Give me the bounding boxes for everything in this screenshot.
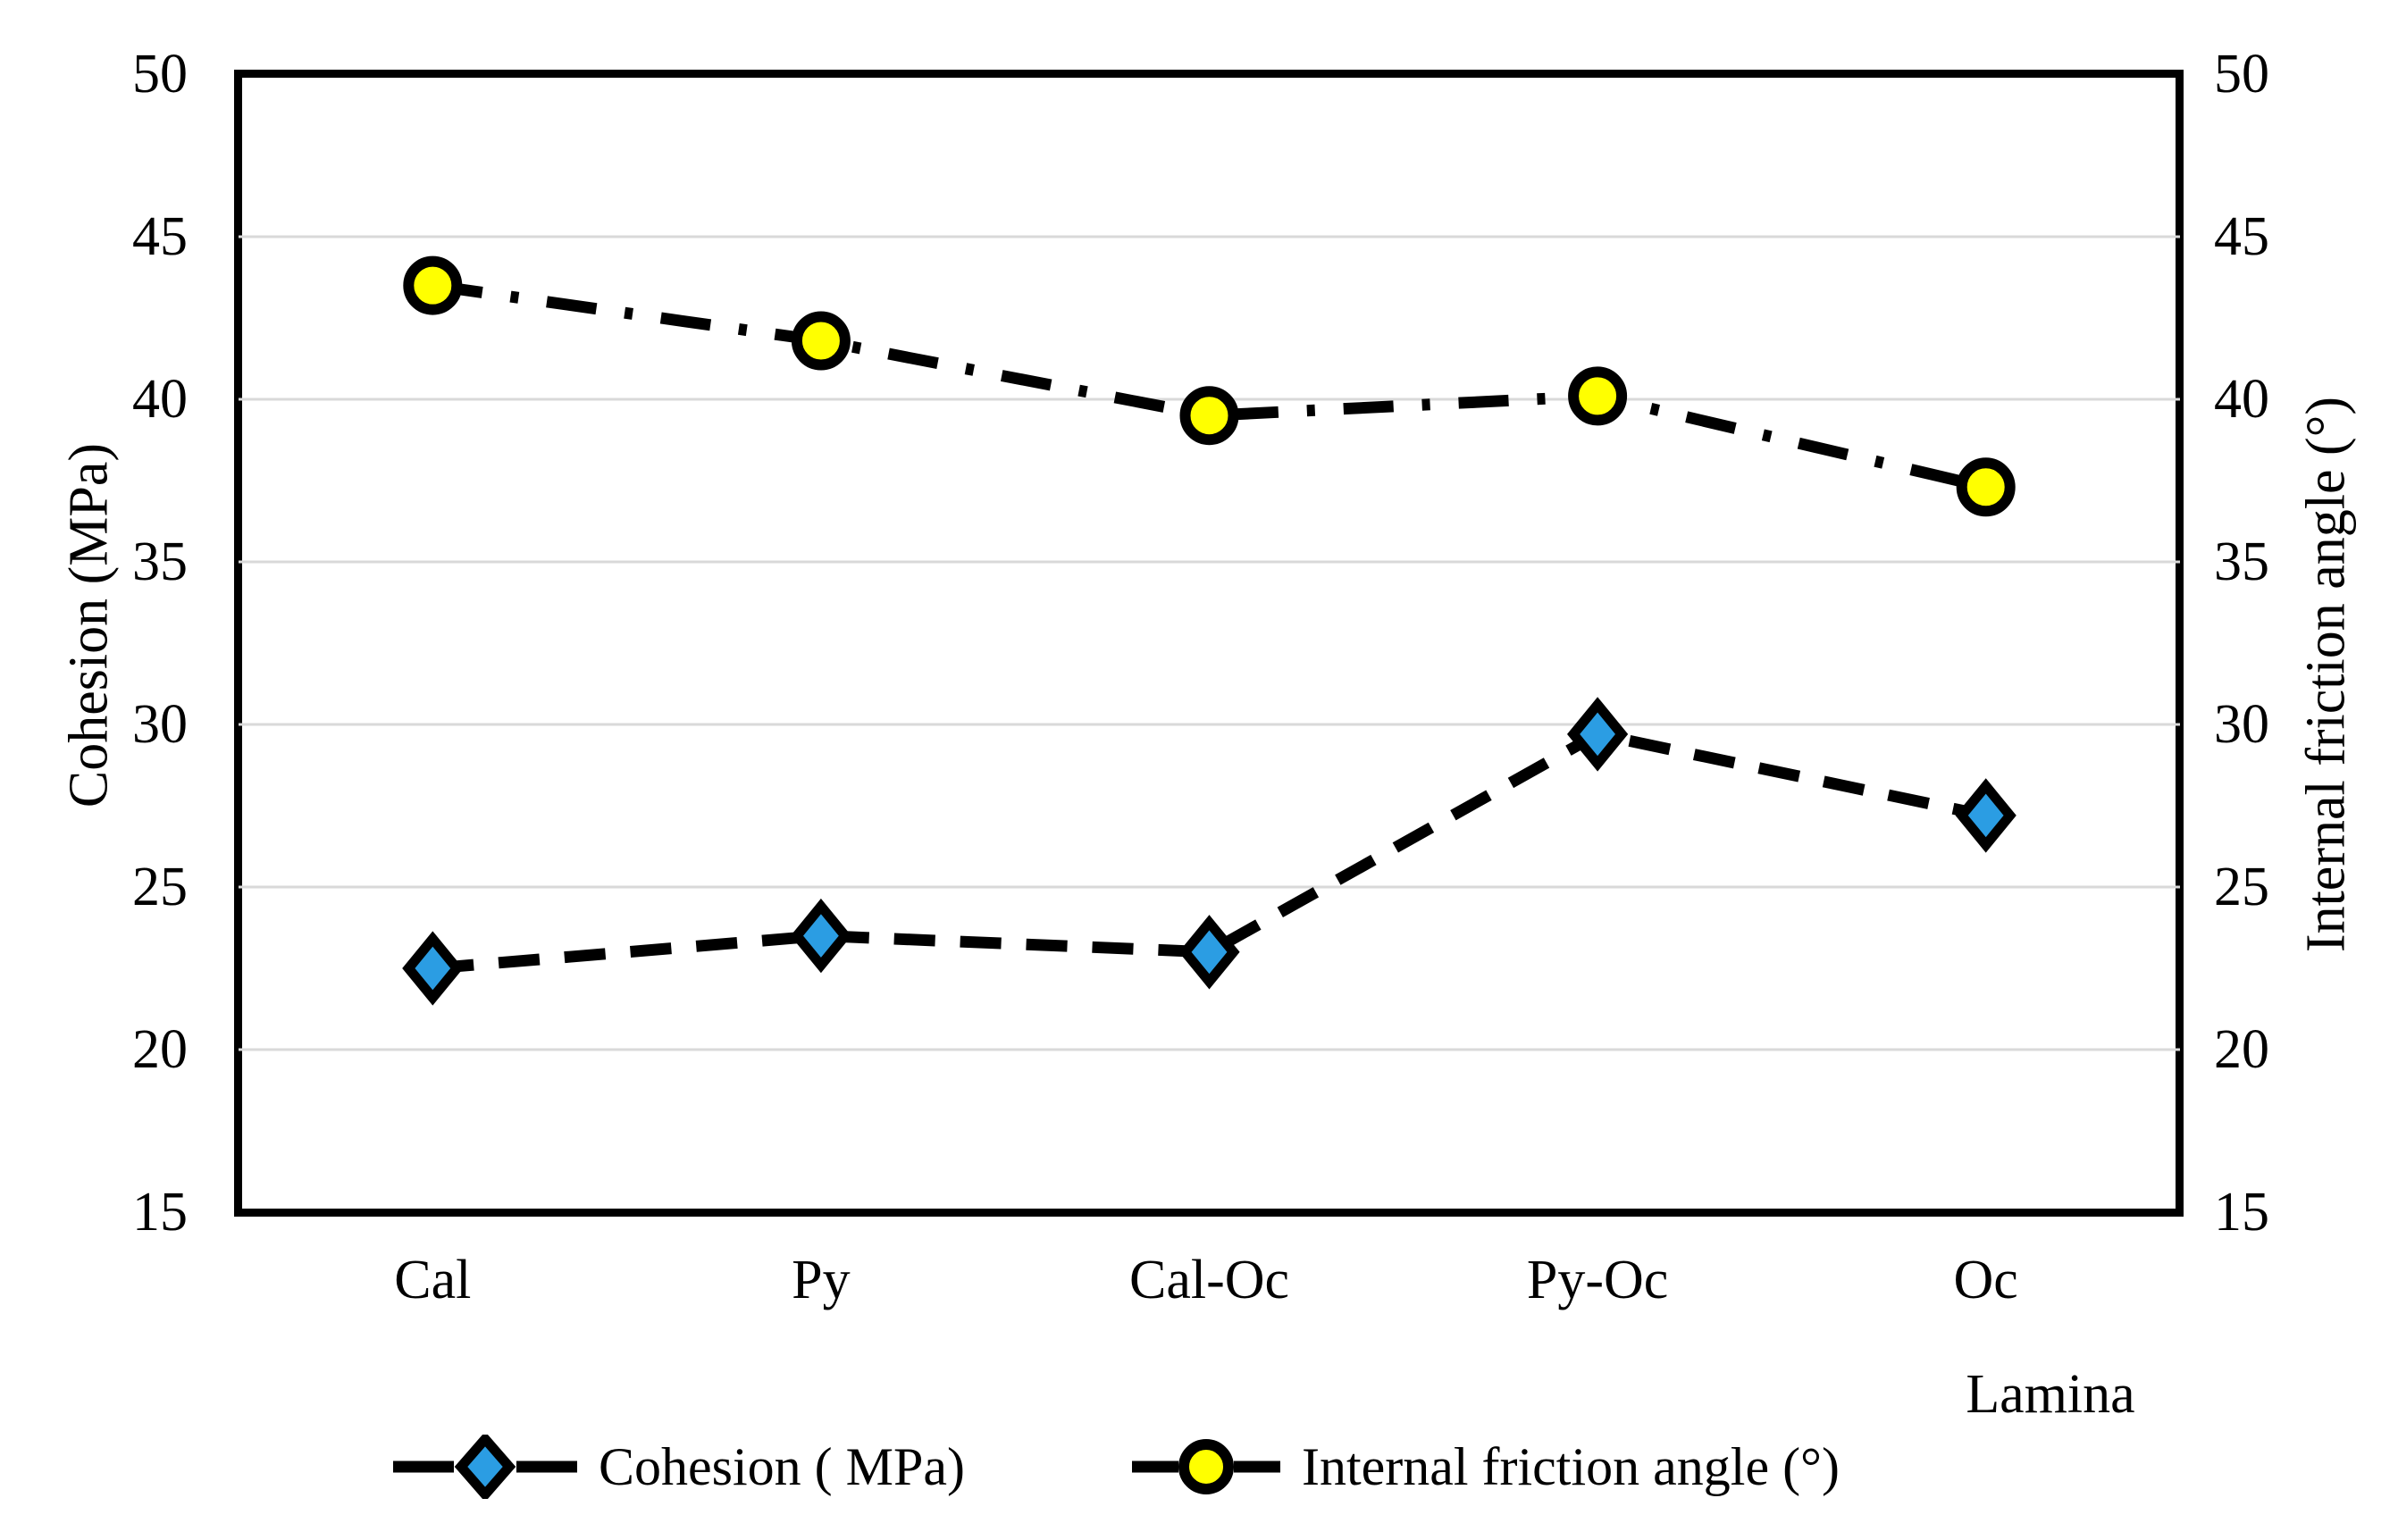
axis-tick-label: 50	[2214, 44, 2269, 105]
axis-tick-label: 25	[132, 857, 188, 917]
axis-tick-label: 15	[132, 1182, 188, 1243]
right-axis-title: Internal friction angle (°)	[2295, 396, 2357, 953]
friction-marker-Oc	[1956, 457, 2016, 517]
axis-tick-label: 45	[2214, 206, 2269, 267]
cohesion-line	[432, 728, 1988, 975]
axis-tick-label: 45	[132, 206, 188, 267]
friction-legend-marker-icon	[1131, 1439, 1280, 1494]
axis-tick-label: 35	[132, 531, 188, 592]
friction-marker-Py-Oc	[1568, 366, 1628, 426]
axis-tick-label: 50	[132, 44, 188, 105]
left-axis-title: Cohesion (MPa)	[58, 442, 120, 808]
axis-tick-label: 40	[132, 369, 188, 430]
x-axis-title: Lamina	[1966, 1364, 2135, 1425]
axis-tick-label: 20	[2214, 1019, 2269, 1080]
axis-tick-label: 30	[2214, 694, 2269, 755]
x-category-label-Py-Oc: Py-Oc	[1526, 1250, 1669, 1310]
x-category-label-Py: Py	[792, 1250, 851, 1310]
axis-tick-label: 30	[132, 694, 188, 755]
axis-tick-label: 20	[132, 1019, 188, 1080]
friction-marker-Py	[791, 311, 851, 371]
x-category-label-Cal: Cal	[394, 1250, 472, 1310]
axis-tick-label: 35	[2214, 531, 2269, 592]
x-category-label-Cal-Oc: Cal-Oc	[1128, 1250, 1290, 1310]
plot-area	[234, 70, 2184, 1217]
legend-item-cohesion: Cohesion ( MPa)	[391, 1435, 965, 1499]
cohesion-marker-Oc	[1955, 778, 2016, 853]
cohesion-marker-Cal-Oc	[1178, 915, 1240, 990]
axis-tick-label: 15	[2214, 1182, 2269, 1243]
legend: Cohesion ( MPa) Internal friction angle …	[391, 1435, 1840, 1499]
cohesion-marker-Py-Oc	[1566, 697, 1629, 772]
axis-tick-label: 25	[2214, 857, 2269, 917]
cohesion-marker-Cal	[402, 931, 464, 1006]
legend-label-cohesion: Cohesion ( MPa)	[599, 1436, 965, 1496]
friction-line	[432, 280, 1988, 493]
cohesion-legend-marker-icon	[393, 1435, 577, 1499]
x-category-label-Oc: Oc	[1953, 1250, 2018, 1310]
legend-item-friction: Internal friction angle (°)	[1130, 1435, 1840, 1499]
axis-tick-label: 40	[2214, 369, 2269, 430]
legend-label-friction: Internal friction angle (°)	[1301, 1436, 1840, 1496]
friction-marker-Cal	[403, 255, 463, 315]
friction-marker-Cal-Oc	[1179, 386, 1239, 446]
plot-svg	[239, 235, 2180, 1051]
cohesion-marker-Py	[790, 898, 852, 974]
